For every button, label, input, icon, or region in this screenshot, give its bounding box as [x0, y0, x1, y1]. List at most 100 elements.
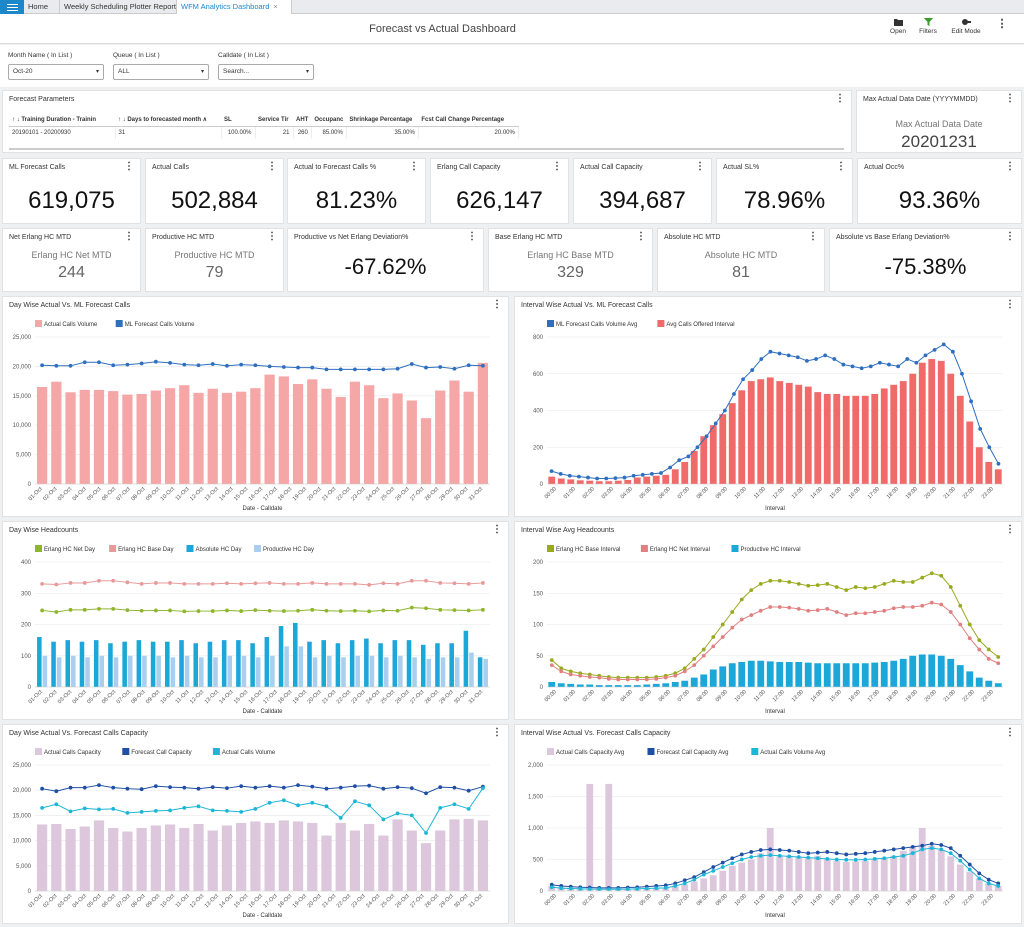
month-select[interactable]: Oct-20 ▾ [8, 64, 104, 80]
bar[interactable] [880, 662, 888, 687]
bar[interactable] [207, 641, 213, 687]
data-point[interactable] [324, 367, 329, 372]
bar[interactable] [278, 626, 284, 687]
data-point[interactable] [409, 813, 414, 818]
bar[interactable] [221, 640, 227, 687]
data-point[interactable] [310, 784, 315, 789]
data-point[interactable] [125, 786, 130, 791]
bar[interactable] [307, 822, 318, 891]
bar[interactable] [937, 850, 945, 891]
bar[interactable] [250, 821, 261, 891]
bar[interactable] [643, 684, 651, 688]
data-point[interactable] [210, 581, 215, 586]
data-point[interactable] [704, 434, 709, 439]
bar[interactable] [221, 392, 233, 484]
bar[interactable] [700, 878, 708, 891]
bar[interactable] [420, 418, 432, 484]
data-point[interactable] [604, 476, 609, 481]
bar[interactable] [709, 669, 717, 688]
bar[interactable] [236, 640, 241, 687]
data-point[interactable] [239, 362, 244, 367]
bar[interactable] [947, 373, 955, 484]
data-point[interactable] [901, 853, 906, 858]
data-point[interactable] [787, 605, 792, 610]
data-point[interactable] [606, 887, 611, 892]
bar[interactable] [861, 395, 869, 484]
bar[interactable] [728, 663, 736, 687]
data-point[interactable] [182, 581, 187, 586]
data-point[interactable] [806, 583, 811, 588]
tab-home[interactable]: Home [24, 0, 60, 14]
bar[interactable] [624, 479, 632, 484]
data-point[interactable] [253, 581, 258, 586]
data-point[interactable] [54, 802, 59, 807]
data-point[interactable] [578, 886, 583, 891]
data-point[interactable] [568, 672, 573, 677]
legend-item[interactable]: Actual Calls Volume [35, 320, 98, 328]
bar[interactable] [757, 660, 765, 687]
bar[interactable] [335, 822, 346, 891]
bar[interactable] [392, 819, 403, 891]
bar[interactable] [369, 655, 375, 687]
bar[interactable] [975, 677, 983, 687]
column-header[interactable]: ↑ ↓ Training Duration - Trainin [9, 113, 115, 127]
data-point[interactable] [920, 847, 925, 852]
bar[interactable] [241, 655, 247, 687]
data-point[interactable] [806, 855, 811, 860]
data-point[interactable] [832, 357, 837, 361]
data-point[interactable] [353, 608, 357, 613]
bar[interactable] [985, 461, 993, 484]
bar[interactable] [671, 886, 679, 891]
data-point[interactable] [210, 362, 215, 366]
bar[interactable] [477, 362, 489, 484]
bar[interactable] [477, 820, 489, 891]
data-point[interactable] [720, 860, 725, 865]
bar[interactable] [690, 450, 698, 484]
bar[interactable] [108, 643, 113, 687]
bar[interactable] [326, 655, 332, 687]
bar[interactable] [700, 674, 708, 688]
bar[interactable] [142, 655, 147, 687]
data-point[interactable] [567, 473, 572, 478]
data-point[interactable] [654, 886, 659, 891]
bar[interactable] [966, 671, 974, 687]
bar[interactable] [398, 655, 403, 687]
bar[interactable] [947, 856, 955, 891]
bar[interactable] [652, 475, 660, 484]
data-point[interactable] [168, 608, 172, 613]
data-point[interactable] [635, 886, 640, 891]
legend-item[interactable]: Erlang HC Net Day [35, 545, 95, 553]
bar[interactable] [928, 359, 936, 484]
bar[interactable] [899, 658, 907, 687]
data-point[interactable] [597, 675, 602, 680]
data-point[interactable] [296, 803, 300, 808]
bar[interactable] [814, 663, 822, 687]
data-point[interactable] [950, 349, 955, 354]
data-point[interactable] [54, 582, 59, 587]
data-point[interactable] [758, 848, 763, 852]
data-point[interactable] [777, 853, 782, 858]
data-point[interactable] [438, 607, 443, 612]
data-point[interactable] [863, 851, 868, 856]
bar[interactable] [412, 657, 417, 687]
data-point[interactable] [654, 676, 659, 681]
data-point[interactable] [901, 846, 906, 851]
more-options-icon[interactable]: ⋮ [1005, 161, 1015, 172]
data-point[interactable] [850, 364, 855, 369]
data-point[interactable] [111, 606, 116, 611]
data-point[interactable] [749, 850, 754, 854]
bar[interactable] [335, 396, 346, 484]
data-point[interactable] [452, 608, 457, 613]
bar[interactable] [364, 638, 369, 687]
bar[interactable] [341, 657, 346, 687]
data-point[interactable] [905, 357, 910, 361]
data-point[interactable] [324, 804, 329, 809]
data-point[interactable] [920, 603, 925, 608]
data-point[interactable] [834, 585, 839, 589]
column-header[interactable]: Occupanc [311, 113, 347, 127]
bar[interactable] [681, 461, 689, 484]
bar[interactable] [349, 640, 355, 687]
legend-item[interactable]: Avg Calls Offered Interval [657, 320, 735, 328]
data-point[interactable] [910, 845, 915, 849]
filters-button[interactable]: Filters [910, 18, 946, 35]
